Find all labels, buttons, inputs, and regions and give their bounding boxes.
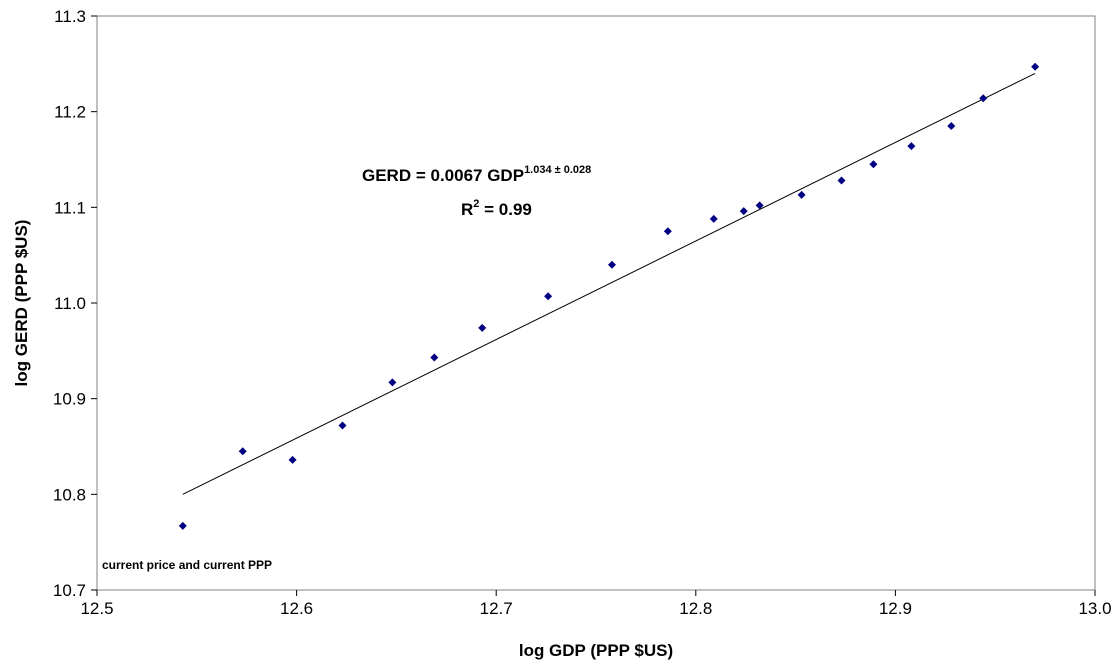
y-tick-label: 11.1 — [54, 198, 86, 217]
x-tick-label: 12.8 — [679, 599, 712, 618]
x-tick-label: 13.0 — [1078, 599, 1111, 618]
data-point — [663, 227, 672, 236]
data-point — [388, 378, 397, 387]
data-point — [338, 421, 347, 430]
y-tick-label: 10.9 — [53, 390, 86, 409]
data-point — [837, 176, 846, 185]
data-point — [709, 214, 718, 223]
r-squared-label: R2 = 0.99 — [461, 198, 532, 219]
data-point — [869, 160, 878, 169]
y-tick-label: 11.3 — [54, 7, 86, 26]
data-points — [178, 62, 1040, 530]
y-tick-label: 11.0 — [54, 294, 86, 313]
data-point — [797, 190, 806, 199]
data-point — [607, 260, 616, 269]
y-tick-label: 11.2 — [54, 103, 86, 122]
y-axis-title: log GERD (PPP $US) — [12, 220, 31, 387]
y-tick-label: 10.7 — [53, 581, 86, 600]
x-tick-label: 12.7 — [480, 599, 513, 618]
data-point — [755, 201, 764, 210]
data-point — [238, 447, 247, 456]
x-axis-title: log GDP (PPP $US) — [519, 641, 673, 660]
equation-label: GERD = 0.0067 GDP1.034 ± 0.028 — [362, 164, 591, 185]
note-label: current price and current PPP — [102, 558, 272, 572]
data-point — [288, 455, 297, 464]
x-tick-label: 12.5 — [80, 599, 113, 618]
data-point — [478, 323, 487, 332]
trendline — [182, 72, 1036, 495]
data-point — [544, 292, 553, 301]
x-tick-label: 12.9 — [879, 599, 912, 618]
x-axis: 12.5 12.6 12.7 12.8 12.9 13.0 — [80, 590, 1112, 618]
data-point — [430, 353, 439, 362]
data-point — [979, 94, 988, 103]
data-point — [178, 521, 187, 530]
plot-area — [96, 15, 1096, 591]
y-tick-label: 10.8 — [53, 485, 86, 504]
data-point — [947, 122, 956, 131]
data-point — [907, 142, 916, 151]
y-axis: 10.7 10.8 10.9 11.0 11.1 11.2 11.3 — [53, 7, 97, 600]
data-point — [1031, 62, 1040, 71]
x-tick-label: 12.6 — [280, 599, 313, 618]
data-point — [739, 207, 748, 216]
